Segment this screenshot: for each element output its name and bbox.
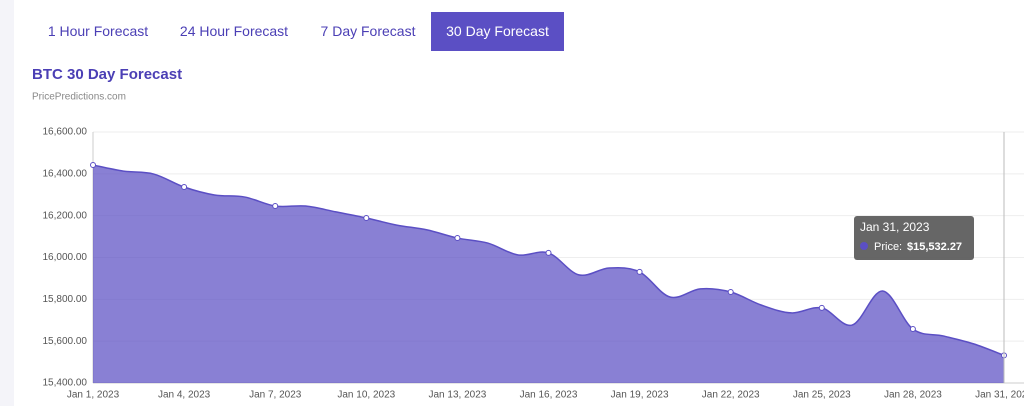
point-marker [636, 268, 643, 275]
tab[interactable]: 7 Day Forecast [320, 23, 416, 39]
x-tick-label: Jan 13, 2023 [428, 390, 486, 401]
tab[interactable]: 24 Hour Forecast [179, 23, 289, 39]
x-tick-label: Jan 1, 2023 [67, 390, 120, 401]
point-marker [454, 235, 461, 242]
tooltip: Jan 31, 2023 Price: $15,532.27 [854, 216, 974, 260]
y-tick-label: 16,200.00 [43, 210, 88, 221]
x-tick-label: Jan 31, 2023 [975, 390, 1024, 401]
tooltip-value: $15,532.27 [907, 241, 962, 253]
tooltip-title: Jan 31, 2023 [860, 220, 930, 234]
tooltip-box [854, 216, 974, 260]
sidebar-edge [0, 0, 14, 406]
point-marker [181, 184, 188, 191]
x-tick-label: Jan 28, 2023 [884, 390, 942, 401]
x-tick-label: Jan 7, 2023 [249, 390, 302, 401]
point-marker [363, 214, 370, 221]
point-marker [818, 304, 825, 311]
chart-title: BTC 30 Day Forecast [32, 66, 182, 83]
tab[interactable]: 1 Hour Forecast [47, 23, 149, 39]
x-tick-label: Jan 10, 2023 [337, 390, 395, 401]
tooltip-swatch [860, 242, 868, 250]
x-tick-label: Jan 16, 2023 [520, 390, 578, 401]
x-tick-label: Jan 19, 2023 [611, 390, 669, 401]
area [93, 165, 1004, 383]
chart-subtitle: PricePredictions.com [32, 92, 126, 103]
x-tick-label: Jan 22, 2023 [702, 390, 760, 401]
x-tick-label: Jan 4, 2023 [158, 390, 211, 401]
tooltip-label: Price: [874, 241, 902, 253]
y-tick-label: 15,800.00 [43, 294, 88, 305]
y-tick-label: 15,400.00 [43, 378, 88, 389]
y-tick-label: 15,600.00 [43, 336, 88, 347]
point-marker [545, 249, 552, 256]
tab[interactable]: 30 Day Forecast [431, 12, 564, 51]
point-marker [272, 203, 279, 210]
y-tick-label: 16,600.00 [43, 127, 88, 138]
y-tick-label: 16,400.00 [43, 168, 88, 179]
point-marker [90, 162, 96, 169]
point-marker [909, 326, 916, 333]
point-marker [727, 289, 734, 296]
x-tick-label: Jan 25, 2023 [793, 390, 851, 401]
y-tick-label: 16,000.00 [43, 252, 88, 263]
